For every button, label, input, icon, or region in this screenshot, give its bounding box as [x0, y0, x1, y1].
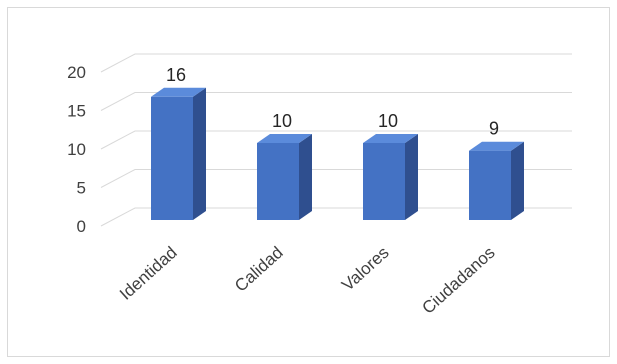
gridline-15	[100, 92, 572, 111]
bar-side-face	[193, 87, 206, 220]
x-category-label: Ciudadanos	[419, 243, 499, 318]
x-category-label: Valores	[338, 243, 393, 295]
data-labels: 16 10 10 9	[166, 65, 499, 139]
chart-area: 0 5 10 15 20 16 10 10 9 Identidad Calidad Valores…	[7, 7, 610, 357]
data-label: 9	[489, 119, 499, 139]
bar-valores	[363, 134, 418, 220]
bar-side-face	[405, 134, 418, 220]
bar-top-face	[469, 141, 524, 151]
gridline-0	[100, 207, 572, 227]
x-category-label: Identidad	[116, 243, 181, 304]
bar-top-face	[363, 134, 418, 143]
gridlines	[100, 53, 572, 227]
bar-top-face	[257, 134, 312, 143]
bar-side-face	[511, 141, 524, 220]
data-label: 10	[378, 111, 398, 131]
y-tick-label: 5	[77, 179, 86, 198]
bar-chart: 0 5 10 15 20 16 10 10 9 Identidad Calidad Valores…	[67, 53, 572, 318]
x-category-label: Calidad	[231, 243, 287, 296]
bar-side-face	[299, 134, 312, 220]
gridline-10	[100, 130, 572, 150]
bar-front-face	[151, 96, 193, 220]
y-tick-label: 15	[67, 102, 86, 121]
bars	[151, 87, 524, 220]
y-tick-label: 20	[67, 63, 86, 82]
bar-identidad	[151, 87, 206, 220]
bar-front-face	[363, 143, 405, 220]
bar-calidad	[257, 134, 312, 220]
bar-top-face	[151, 87, 206, 97]
data-label: 16	[166, 65, 186, 85]
y-tick-label: 10	[67, 140, 86, 159]
gridline-20	[100, 53, 572, 73]
gridline-5	[100, 169, 572, 188]
data-label: 10	[272, 111, 292, 131]
x-axis-category-labels: Identidad Calidad Valores Ciudadanos	[116, 243, 499, 318]
bar-ciudadanos	[469, 141, 524, 220]
bar-front-face	[469, 150, 511, 220]
y-tick-label: 0	[77, 217, 86, 236]
y-axis-tick-labels: 0 5 10 15 20	[67, 63, 86, 236]
bar-front-face	[257, 143, 299, 220]
